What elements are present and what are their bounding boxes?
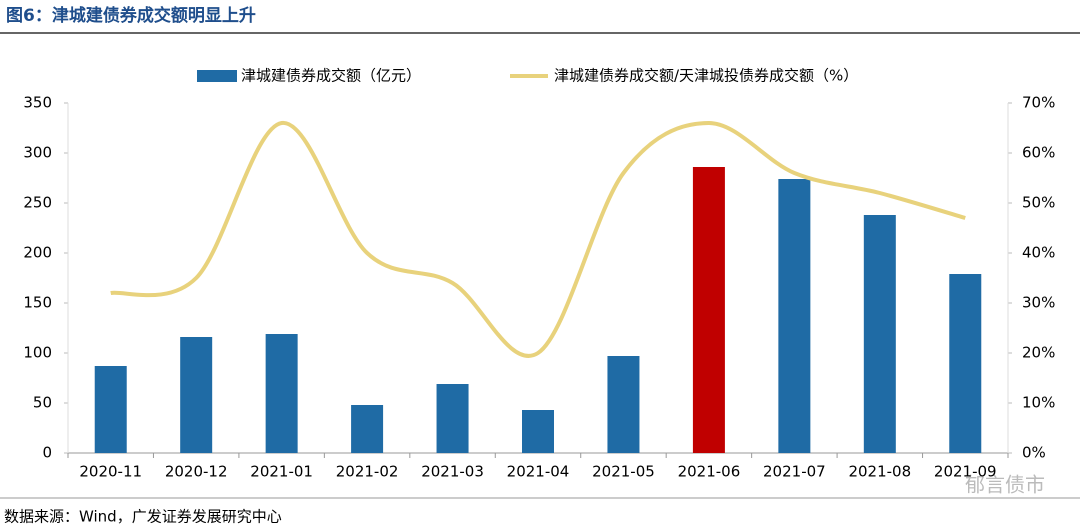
- bar: [94, 366, 127, 453]
- y2-tick-label: 40%: [1022, 244, 1055, 262]
- y-tick-label: 50: [33, 394, 52, 412]
- x-tick-label: 2021-01: [250, 463, 313, 481]
- bar: [607, 356, 640, 453]
- chart-title: 图6：津城建债券成交额明显上升: [6, 5, 256, 26]
- watermark: 郁言债市: [965, 473, 1045, 497]
- legend-swatch: [197, 70, 237, 82]
- bar: [265, 334, 298, 453]
- x-tick-label: 2020-12: [165, 463, 228, 481]
- y2-tick-label: 30%: [1022, 294, 1055, 312]
- bar: [778, 179, 811, 453]
- y-tick-label: 200: [23, 244, 52, 262]
- x-tick-label: 2021-03: [421, 463, 484, 481]
- y2-tick-label: 70%: [1022, 94, 1055, 112]
- legend-label: 津城建债券成交额/天津城投债券成交额（%）: [554, 67, 858, 85]
- bar: [863, 215, 896, 453]
- x-tick-label: 2020-11: [79, 463, 142, 481]
- bar: [522, 410, 554, 453]
- y2-tick-label: 0%: [1022, 444, 1046, 462]
- y-tick-label: 0: [42, 444, 52, 462]
- x-tick-label: 2021-08: [848, 463, 911, 481]
- y2-tick-label: 10%: [1022, 394, 1055, 412]
- y-tick-label: 150: [23, 294, 52, 312]
- x-tick-label: 2021-04: [507, 463, 570, 481]
- y-tick-label: 100: [23, 344, 52, 362]
- x-tick-label: 2021-06: [678, 463, 741, 481]
- y-tick-label: 250: [23, 194, 52, 212]
- y2-tick-label: 60%: [1022, 144, 1055, 162]
- x-tick-label: 2021-05: [592, 463, 655, 481]
- y2-tick-label: 50%: [1022, 194, 1055, 212]
- bar: [949, 274, 982, 453]
- bar: [180, 337, 213, 453]
- bar: [351, 405, 384, 453]
- x-tick-label: 2021-02: [336, 463, 399, 481]
- line: [110, 120, 966, 358]
- x-tick-label: 2021-07: [763, 463, 826, 481]
- legend-label: 津城建债券成交额（亿元）: [241, 67, 421, 85]
- y-tick-label: 350: [23, 94, 52, 112]
- x-tick-label: 2021-09: [934, 463, 997, 481]
- y-tick-label: 300: [23, 144, 52, 162]
- bar: [436, 384, 469, 453]
- source: 数据来源：Wind，广发证券发展研究中心: [4, 508, 282, 526]
- y2-tick-label: 20%: [1022, 344, 1055, 362]
- bar: [692, 167, 725, 453]
